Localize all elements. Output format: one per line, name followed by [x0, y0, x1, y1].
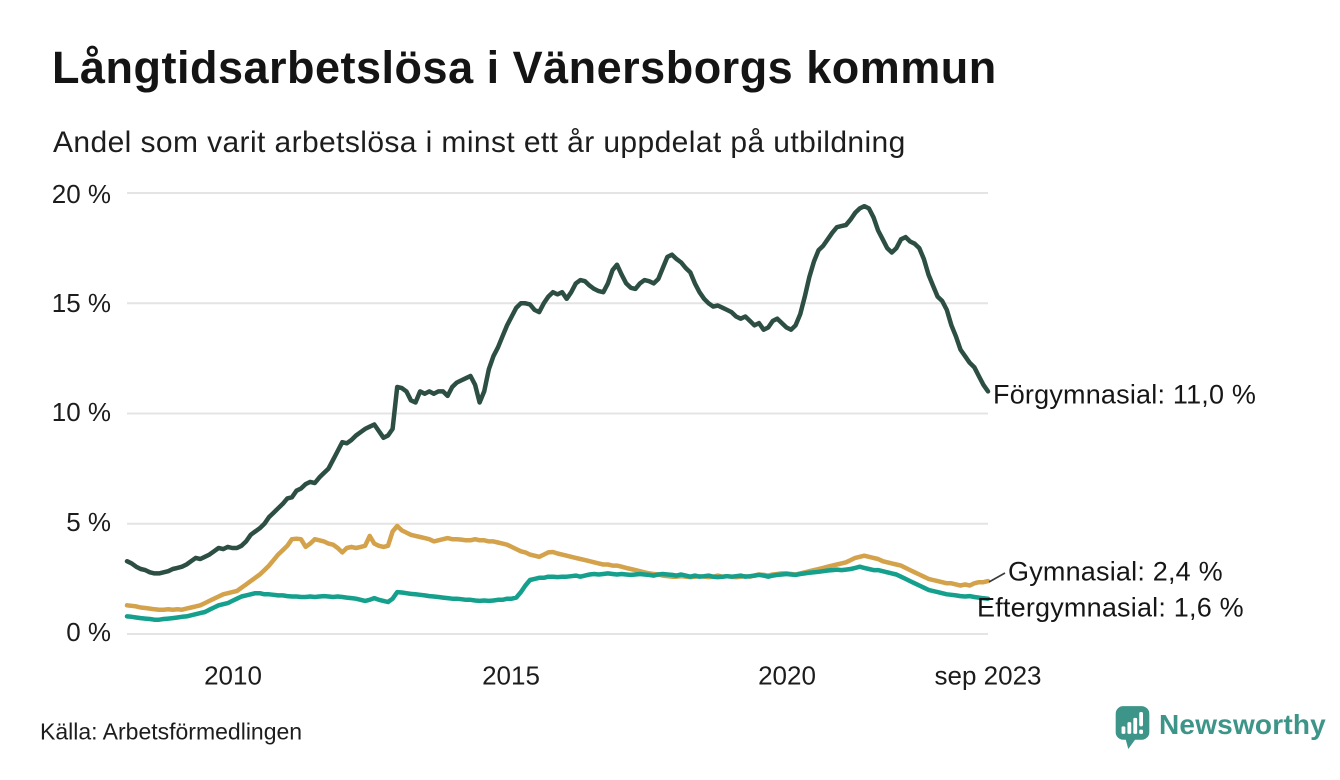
source-note: Källa: Arbetsförmedlingen — [40, 718, 303, 745]
newsworthy-wordmark: Newsworthy — [1159, 709, 1326, 740]
line-eftergymnasial — [124, 564, 991, 622]
newsworthy-branding: Newsworthy — [1114, 705, 1326, 756]
line-förgymnasial — [124, 203, 991, 576]
y-tick-5: 5 % — [66, 506, 111, 537]
y-tick-20: 20 % — [51, 178, 111, 209]
gridlines — [127, 192, 988, 635]
chart-subtitle: Andel som varit arbetslösa i minst ett å… — [53, 126, 906, 159]
series-label-eftergymnasial: Eftergymnasial: 1,6 % — [977, 592, 1244, 623]
x-tick-sep2023: sep 2023 — [934, 660, 1042, 691]
page-title: Långtidsarbetslösa i Vänersborgs kommun — [52, 42, 997, 93]
y-tick-15: 15 % — [51, 287, 111, 318]
y-tick-0: 0 % — [66, 616, 111, 647]
gymnasial-label-connector — [988, 572, 1006, 583]
x-tick-2020: 2020 — [758, 660, 816, 691]
newsworthy-logo-icon — [1114, 705, 1151, 756]
x-tick-2010: 2010 — [204, 660, 262, 691]
y-tick-10: 10 % — [51, 396, 111, 427]
series-label-forgymnasial: Förgymnasial: 11,0 % — [993, 379, 1257, 410]
x-tick-2015: 2015 — [482, 660, 540, 691]
line-gymnasial — [124, 523, 991, 612]
data-lines — [124, 203, 991, 622]
series-label-gymnasial: Gymnasial: 2,4 % — [1008, 556, 1223, 587]
